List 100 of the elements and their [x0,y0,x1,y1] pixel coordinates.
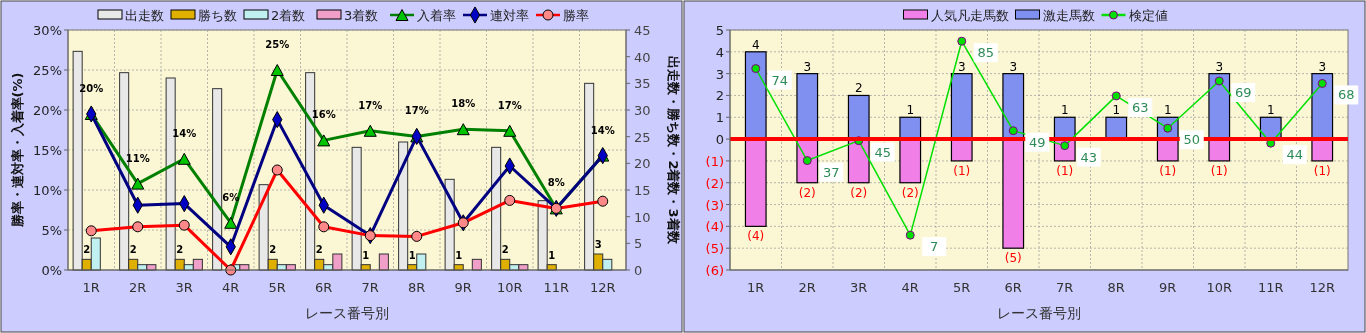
x-tick-label: 10R [1206,280,1233,295]
data-label: (5) [1004,251,1022,266]
data-label: 37 [822,164,840,180]
x-tick-label: 11R [1257,280,1284,295]
y-tick-label: 3 [715,66,724,82]
y2-axis-title: 出走数・勝ち数・2着数・3着数 [666,56,681,245]
data-label: 1 [1060,103,1069,118]
data-label: 2 [269,244,277,256]
x-tick-label: 9R [454,280,472,295]
data-label: 2 [176,244,184,256]
x-tick-label: 7R [1056,280,1074,295]
y-tick-label: (1) [705,153,724,169]
x-tick-label: 1R [747,280,765,295]
y2-tick-label: 20 [634,156,651,172]
data-label: 1 [906,103,915,118]
legend-label: 激走馬数 [1042,8,1095,23]
x-tick-label: 6R [1004,280,1022,295]
legend-label: 2着数 [271,8,306,23]
x-tick-label: 8R [1107,280,1125,295]
data-label: 49 [1028,134,1046,150]
y2-tick-label: 15 [634,183,651,198]
y-tick-label: 20% [33,103,62,118]
data-label: 3 [803,59,812,74]
y-tick-label: (4) [705,219,724,235]
y2-tick-label: 35 [634,76,651,92]
data-label: (1) [1313,163,1331,178]
y-tick-label: 25% [33,63,62,78]
data-label: 14% [172,127,197,139]
data-label: 17% [358,99,383,111]
x-tick-label: 5R [953,280,971,295]
data-label: 69 [1234,84,1252,100]
x-tick-label: 9R [1159,280,1177,295]
data-label: 1 [548,249,556,261]
data-label: 17% [497,99,522,111]
x-tick-label: 2R [798,280,816,295]
data-label: (1) [953,163,971,178]
x-tick-label: 8R [408,280,426,295]
x-tick-label: 6R [315,280,333,295]
y2-tick-label: 5 [634,236,643,252]
y2-tick-label: 45 [634,23,651,38]
legend-label: 検定値 [1128,8,1168,23]
data-label: 68 [1337,87,1355,103]
legend-label: 出走数 [125,8,164,23]
data-label: 1 [408,249,416,261]
x-tick-label: 12R [589,280,616,295]
data-label: 1 [1266,103,1275,118]
data-label: 18% [451,98,476,110]
data-label: 1 [1163,103,1172,118]
data-label: 3 [1318,59,1327,74]
data-label: 1 [362,249,370,261]
x-tick-label: 7R [361,280,379,295]
x-tick-label: 2R [129,280,147,295]
y-tick-label: 10% [33,183,62,198]
y-tick-label: 1 [715,110,724,126]
data-label: 7 [930,239,939,255]
x-tick-label: 3R [850,280,868,295]
y-tick-label: (2) [705,175,724,191]
x-tick-label: 11R [543,280,570,295]
y2-tick-label: 0 [634,263,643,278]
legend-label: 人気凡走馬数 [930,8,1009,23]
y-tick-label: 2 [715,88,724,104]
data-label: 17% [404,105,429,117]
data-label: 2 [315,244,323,256]
data-label: 44 [1286,147,1304,163]
data-label: (1) [1159,163,1177,178]
data-label: 4 [751,37,760,52]
data-label: 85 [977,45,995,61]
y-tick-label: 15% [33,143,62,158]
legend-label: 勝率 [563,8,589,23]
x-tick-label: 3R [175,280,193,295]
data-label: (2) [798,185,816,200]
data-label: 2 [854,81,863,96]
data-label: 50 [1183,132,1201,148]
data-label: (1) [1210,163,1228,178]
y-tick-label: 30% [33,23,62,38]
x-axis-title: レース番号別 [997,305,1081,321]
y-tick-label: 5% [41,223,62,238]
x-tick-label: 5R [268,280,286,295]
data-label: 20% [79,83,104,94]
y2-tick-label: 30 [634,103,651,118]
data-label: 45 [874,144,892,160]
y-tick-label: 5 [715,23,724,38]
data-label: 2 [129,244,137,256]
y-tick-label: 0 [715,132,724,148]
data-label: 2 [501,244,509,256]
legend-label: 連対率 [490,8,529,23]
y-tick-label: (3) [705,197,724,213]
data-label: (4) [747,229,765,244]
y-tick-label: 0% [41,263,62,278]
data-label: 43 [1080,149,1098,165]
legend-label: 入着率 [417,8,456,23]
x-tick-label: 4R [901,280,919,295]
y-axis-title: 勝率・連対率・入着率(%) [10,72,25,229]
legend-label: 3着数 [344,8,379,23]
data-label: 74 [771,72,789,88]
x-tick-label: 1R [82,280,100,295]
data-label: 1 [455,249,463,261]
x-tick-label: 10R [496,280,523,295]
y2-tick-label: 40 [634,49,651,65]
data-label: 2 [83,244,91,256]
